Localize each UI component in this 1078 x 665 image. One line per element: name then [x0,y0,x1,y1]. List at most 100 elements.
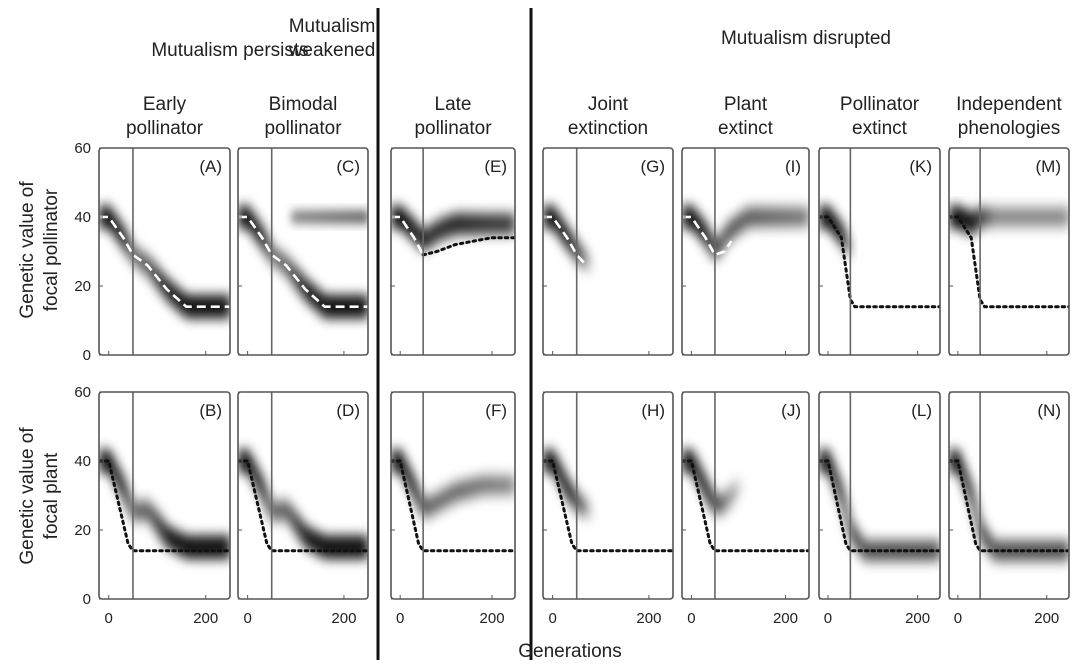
column-title-6: Pollinator [840,94,920,115]
x-tick-label: 200 [773,610,798,627]
panel-i: (I) [681,147,810,356]
y-tick-label: 40 [74,209,91,226]
panel-background [238,392,368,599]
panel-letter: (M) [1036,157,1061,176]
column-title-5: Plant [724,94,768,115]
panel-border [818,391,941,600]
panel-letter: (K) [909,157,932,176]
column-title-2: Bimodal [269,94,338,115]
panel-border [237,391,369,600]
panel-background [949,148,1069,355]
panel-b: (B) 0 200 0 20 40 60 [74,384,231,627]
panel-plot-area [99,203,230,321]
group-titles: Mutualism persists Mutualism weakened Mutua… [151,16,891,61]
panel-background [543,392,673,599]
mean-line [949,215,1069,309]
axes-labels: Genetic value of focal pollinatorGenetic … [17,181,622,662]
panel-letter: (A) [199,157,222,176]
panel-letter: (F) [485,401,507,420]
mean-line [682,459,809,553]
panel-plot-area [99,447,230,562]
panel-background [391,148,515,355]
y-tick-label: 60 [74,384,91,401]
mean-line [949,459,1069,553]
y-axis-label-line: Genetic value of [17,427,38,565]
panel-d: (D) 0 200 [237,391,369,627]
panel-background [99,148,230,355]
column-title-7: Independent [956,94,1062,115]
panel-plot-area [391,447,515,553]
mean-line [238,459,368,553]
column-title-3: Late [435,94,472,115]
mean-line [99,215,230,309]
column-title-2: pollinator [264,118,342,139]
panel-plot-area [949,203,1069,309]
y-tick-label: 0 [83,347,91,364]
y-axis-label-line: Genetic value of [17,181,38,319]
x-tick-label: 200 [1034,610,1059,627]
x-tick-label: 0 [548,610,556,627]
panel-border [818,147,941,356]
panel-border [237,147,369,356]
mean-line [99,459,230,553]
panel-plot-area [949,447,1069,565]
density-band [238,447,368,562]
x-tick-label: 200 [193,610,218,627]
panel-letter: (E) [484,157,507,176]
group-title-disrupted: Mutualism disrupted [721,28,891,49]
panel-border [948,147,1070,356]
panel-plot-area [391,203,515,257]
x-tick-label: 0 [396,610,404,627]
x-tick-label: 200 [480,610,505,627]
column-title-1: Early [143,94,187,115]
mean-line [391,215,425,256]
y-tick-label: 0 [83,591,91,608]
panel-background [99,392,230,599]
group-title-weakened: Mutualism [289,16,376,37]
column-title-6: extinct [852,118,908,139]
panel-plot-area [819,447,940,565]
mean-line [543,459,673,553]
mean-line [819,215,940,309]
panel-background [819,148,940,355]
panel-border [98,391,231,600]
mean-line [543,215,588,267]
x-tick-label: 200 [905,610,930,627]
x-tick-label: 0 [687,610,695,627]
column-title-1: pollinator [126,118,204,139]
column-title-7: phenologies [958,118,1060,139]
y-tick-label: 20 [74,522,91,539]
mean-line [391,459,515,553]
mean-line-secondary [421,236,515,257]
column-titles: Early pollinator Bimodal pollinator Late poll… [126,94,1063,139]
mean-line [682,215,733,257]
panel-border [390,147,516,356]
panel-plot-area [238,447,368,562]
group-title-weakened: weakened [288,40,376,61]
mean-line [238,215,368,309]
panel-letter: (J) [781,401,801,420]
panel-f: (F) 0 200 [390,391,516,627]
panel-k: (K) [818,147,941,356]
panel-letter: (I) [785,157,801,176]
panel-letter: (G) [640,157,665,176]
panel-e: (E) [390,147,516,356]
panel-border [98,147,231,356]
column-title-5: extinct [718,118,774,139]
density-band [99,447,230,562]
density-band-secondary [290,207,368,227]
panel-border [681,147,810,356]
panel-border [390,391,516,600]
panel-l: (L) 0 200 [818,391,941,627]
panel-background [682,148,809,355]
panel-n: (N) 0 200 [948,391,1070,627]
x-tick-label: 0 [105,610,113,627]
column-title-3: pollinator [414,118,492,139]
y-tick-label: 60 [74,140,91,157]
x-tick-label: 200 [331,610,356,627]
density-band [391,203,515,255]
group-title-persists: Mutualism persists [151,40,308,61]
panel-background [682,392,809,599]
mean-line [819,459,940,553]
panel-m: (M) [948,147,1070,356]
